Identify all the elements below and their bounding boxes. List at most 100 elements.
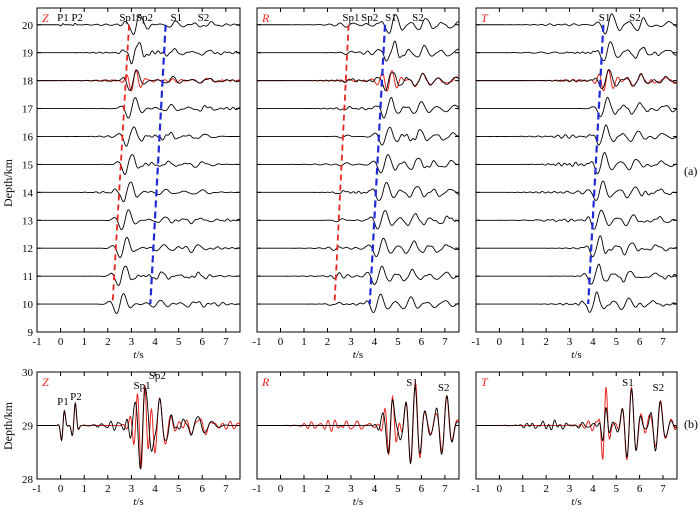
trace-depth-29 [476,388,677,458]
trace-depth-10 [476,291,677,313]
x-tick-label: 6 [637,483,643,495]
figure-label-a: (a) [684,164,697,178]
x-axis-label: t/s [353,349,363,361]
phase-label-sp1: Sp1 [119,12,136,24]
s-moveout-line [587,24,605,305]
x-axis-label-unit: /s [574,349,581,361]
y-tick-label: 28 [22,474,34,486]
trace-depth-20 [257,14,459,34]
x-axis-label-italic: t [353,349,357,361]
y-tick-label: 18 [22,76,34,88]
phase-label-sp2: Sp2 [136,12,153,24]
x-tick-label: 0 [58,336,64,348]
x-tick-label: 7 [660,483,666,495]
trace-depth-14 [476,180,677,201]
y-tick-label: 9 [28,327,34,339]
trace-depth-14 [37,181,240,203]
x-tick-label: 7 [442,336,448,348]
x-axis-label: t/s [133,496,143,508]
phase-label-s1: S1 [622,377,634,389]
y-tick-label: 16 [22,131,34,143]
component-label: R [261,11,270,25]
x-axis-label-italic: t [571,496,575,508]
y-tick-label: 15 [22,159,34,171]
x-tick-label: 1 [81,483,87,495]
x-tick-label: 1 [301,336,307,348]
x-tick-label: 1 [301,483,307,495]
trace-depth-29 [257,385,459,465]
trace-depth-19 [476,41,677,62]
sp-moveout-line [111,24,130,305]
x-tick-label: 2 [543,483,549,495]
trace-depth-29 [37,387,240,470]
trace-group [257,14,459,313]
trace-depth-10 [37,293,240,314]
x-tick-label: 6 [419,483,425,495]
x-tick-label: 2 [325,336,331,348]
x-axis-label-italic: t [353,496,357,508]
component-label: T [481,11,489,25]
x-tick-label: 3 [348,483,354,495]
x-axis-label-unit: /s [574,496,581,508]
phase-label-p2: P2 [70,391,82,403]
trace-depth-14 [257,182,459,201]
phase-label-sp2: Sp2 [149,370,166,382]
panel-a-r: -1 0 1 2 3 4 5 6 7 t/s R Sp1 Sp2 S1 S2 [252,7,460,361]
x-axis-label-unit: /s [356,496,363,508]
x-tick-label: 7 [660,336,666,348]
trace-depth-11 [476,263,677,285]
x-axis-label-italic: t [571,349,575,361]
x-tick-label: 1 [81,336,87,348]
component-label: R [261,375,270,389]
x-tick-label: 3 [567,336,573,348]
y-tick-label: 12 [22,243,33,255]
trace-depth-16 [476,124,677,146]
trace-depth-19 [257,40,459,62]
trace-depth-12 [37,236,240,258]
x-tick-label: 5 [395,336,401,348]
x-tick-label: 2 [105,336,111,348]
trace-depth-15 [257,154,459,174]
x-tick-label: -1 [32,336,41,348]
trace-depth-15 [476,152,677,175]
trace-depth-15 [37,154,240,176]
trace-depth-11 [37,265,240,287]
phase-label-s2: S2 [629,12,641,24]
x-tick-label: 6 [637,336,643,348]
y-tick-label: 20 [22,20,34,32]
trace-depth-12 [257,237,459,258]
x-tick-label: 6 [199,483,205,495]
x-tick-label: 2 [325,483,331,495]
phase-label-s2: S2 [198,12,210,24]
component-label: Z [42,375,49,389]
x-tick-label: 4 [590,483,596,495]
x-tick-label: 6 [419,336,425,348]
trace-depth-11 [257,265,459,285]
x-tick-label: 5 [176,483,182,495]
x-tick-label: 0 [278,483,284,495]
component-label: Z [42,11,49,25]
x-tick-label: 7 [223,483,229,495]
x-tick-label: 5 [176,336,182,348]
trace-depth-17 [257,97,459,119]
trace-group [257,380,459,465]
phase-label-sp2: Sp2 [361,12,378,24]
trace-depth-19 [37,42,240,65]
phase-label-s1: S1 [170,12,182,24]
phase-label-s2: S2 [438,382,450,394]
panel-frame [256,7,460,333]
x-tick-label: 3 [348,336,354,348]
phase-label-s2: S2 [412,12,424,24]
x-tick-label: 0 [278,336,284,348]
trace-group [476,13,677,313]
y-tick-label: 14 [22,187,34,199]
x-tick-label: 2 [543,336,549,348]
sp-moveout-line [333,24,350,305]
x-tick-label: 3 [129,336,135,348]
x-tick-label: 4 [152,483,158,495]
x-axis-label: t/s [571,349,581,361]
x-tick-label: 6 [199,336,205,348]
phase-label-p1: P1 [57,12,69,24]
trace-depth-18 [257,72,459,92]
